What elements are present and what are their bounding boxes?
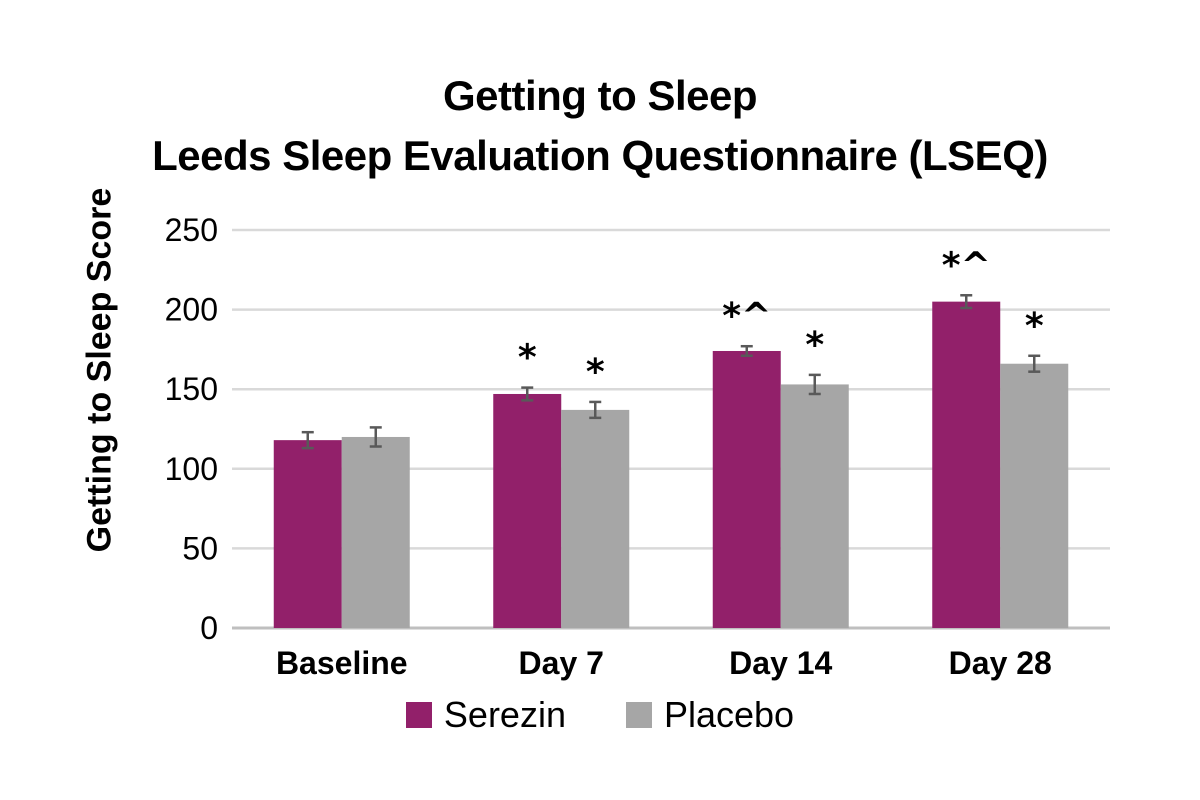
significance-label: *^ (722, 296, 771, 337)
y-tick-label: 250 (165, 212, 218, 248)
bar (1000, 363, 1069, 628)
legend-label-placebo: Placebo (663, 694, 795, 735)
chart-subtitle: Leeds Sleep Evaluation Questionnaire (LS… (152, 132, 1048, 179)
x-tick-label: Day 7 (519, 645, 604, 681)
significance-label: * (518, 338, 537, 379)
legend-label-serezin: Serezin (443, 694, 566, 735)
x-tick-label: Day 14 (729, 645, 832, 681)
x-tick-label: Day 28 (949, 645, 1052, 681)
bar (561, 409, 630, 628)
y-tick-label: 200 (165, 292, 218, 328)
legend-swatch-placebo (625, 702, 652, 728)
y-tick-label: 0 (200, 610, 218, 646)
chart-title: Getting to Sleep (442, 72, 758, 119)
legend-swatch-serezin (405, 702, 432, 728)
legend-item-placebo: Placebo (625, 694, 795, 736)
bar (493, 393, 562, 628)
significance-label: * (1025, 306, 1044, 347)
bar (712, 350, 781, 628)
bar (341, 436, 410, 628)
bar (273, 440, 342, 628)
significance-label: * (586, 352, 605, 393)
y-tick-label: 50 (182, 530, 218, 566)
significance-label: *^ (942, 245, 991, 286)
x-tick-label: Baseline (276, 645, 408, 681)
y-tick-label: 150 (165, 371, 218, 407)
y-tick-label: 100 (165, 451, 218, 487)
legend: Serezin Placebo (0, 694, 1200, 736)
significance-label: * (805, 325, 824, 366)
legend-item-serezin: Serezin (405, 694, 566, 736)
bar (780, 384, 849, 628)
bar (932, 301, 1001, 628)
